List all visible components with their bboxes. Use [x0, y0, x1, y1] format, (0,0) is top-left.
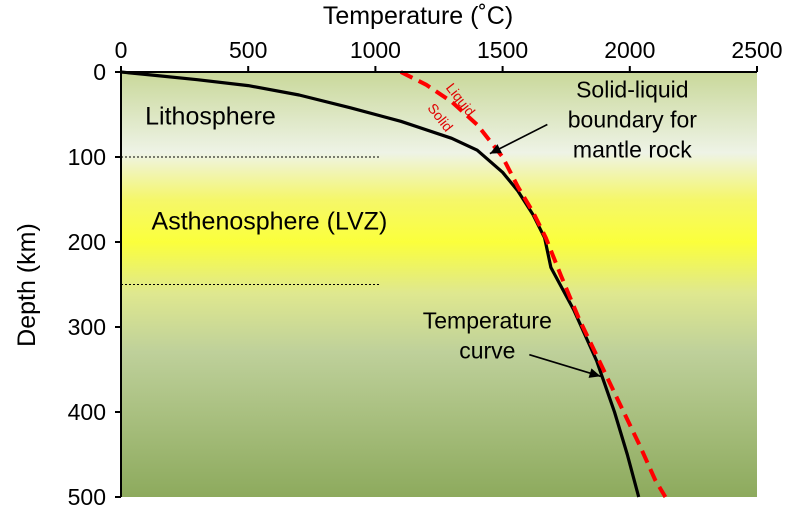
region-label: Lithosphere: [145, 103, 276, 131]
annotations: Solid-liquid boundary for mantle rock Tempe…: [423, 77, 697, 378]
y-tick-label: 0: [93, 59, 106, 85]
solidus-line: [399, 70, 668, 499]
annotation-arrow-head: [588, 368, 601, 378]
x-tick-label: 500: [229, 37, 267, 63]
annotation-text: mantle rock: [573, 137, 692, 163]
temperature-line: [120, 70, 641, 498]
annotation-text: Solid-liquid: [576, 77, 689, 103]
y-tick-label: 400: [68, 399, 106, 425]
series-layer: [120, 70, 668, 499]
x-tick-label: 0: [115, 37, 128, 63]
x-tick-label: 1000: [350, 37, 401, 63]
annotation-text: Temperature: [423, 308, 552, 334]
y-tick-label: 500: [68, 484, 106, 510]
x-axis-title: Temperature (˚C): [323, 2, 513, 30]
x-tick-label: 1500: [477, 37, 528, 63]
region-label: Asthenosphere (LVZ): [152, 207, 388, 235]
annotation-text: curve: [459, 338, 515, 364]
annotation-arrow-head: [489, 144, 502, 154]
annotation-arrow-line: [529, 353, 601, 378]
y-axis-title: Depth (km): [13, 223, 41, 347]
region-labels: Lithosphere Asthenosphere (LVZ): [145, 103, 387, 236]
annotation-text: boundary for: [568, 107, 697, 133]
y-tick-label: 200: [68, 229, 106, 255]
x-tick-label: 2500: [731, 37, 782, 63]
axes: 0 500 1000 1500 2000 2500 0 100 200 300 400 500: [68, 37, 783, 510]
y-tick-label: 100: [68, 144, 106, 170]
y-tick-label: 300: [68, 314, 106, 340]
x-tick-label: 2000: [604, 37, 655, 63]
layer-boundaries: [121, 156, 381, 285]
